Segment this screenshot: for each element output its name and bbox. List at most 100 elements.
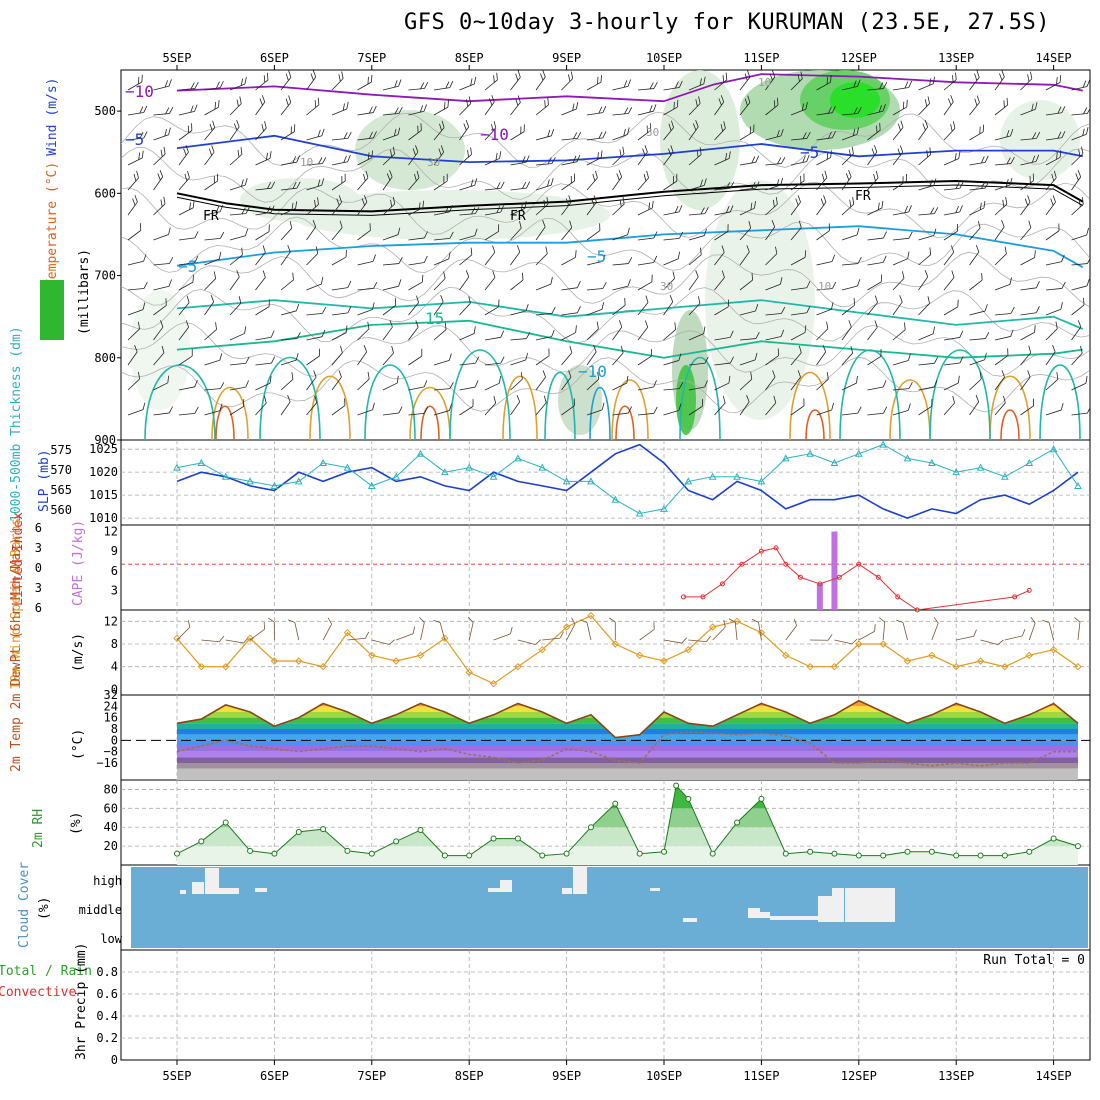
wind-barb-flag	[746, 245, 750, 253]
wind-speed-point	[928, 651, 936, 660]
date-label-bottom: 13SEP	[938, 1069, 974, 1083]
thickness-point	[173, 463, 181, 471]
wind-barb-shaft	[331, 332, 347, 341]
rh-point	[953, 852, 960, 859]
wind-barb-flag	[577, 131, 582, 139]
wind-barb-flag	[236, 99, 239, 107]
wind-barb-flag	[243, 399, 245, 407]
wind-barb-flag	[596, 321, 599, 329]
wind-barb	[153, 127, 171, 141]
wind-barb	[1071, 227, 1089, 241]
wind-barb	[306, 157, 327, 166]
wind-barb	[561, 345, 573, 366]
barb-shaft	[882, 622, 886, 641]
wind-barb-shaft	[663, 127, 674, 141]
wind-barb-shaft	[229, 126, 240, 141]
wind-barb	[178, 145, 189, 166]
series-slp	[176, 443, 1079, 519]
wind-barb	[688, 96, 701, 116]
wind-barb-shaft	[994, 376, 1005, 391]
rh-shade	[130, 290, 190, 410]
wind-barb-shaft	[790, 227, 802, 241]
wind-barb	[255, 330, 275, 341]
wind-barb-shaft	[943, 211, 960, 216]
wind-barb-flag	[1003, 100, 1005, 108]
wind-barb	[663, 403, 682, 416]
wind-barb-shaft	[994, 402, 1006, 416]
wind-barb	[765, 197, 778, 216]
wind-barb-shaft	[408, 281, 423, 291]
wind-barb-shaft	[841, 113, 858, 116]
wind-barb	[561, 370, 572, 391]
wind-barb-flag	[466, 99, 469, 107]
wind-barb-flag	[493, 396, 497, 404]
wind-barb	[229, 120, 240, 141]
wind-barb-shaft	[459, 303, 471, 316]
wind-barb-shaft	[867, 151, 878, 166]
wind-barb	[637, 170, 649, 191]
wind-barb-shaft	[255, 362, 272, 366]
wind-barb	[1071, 197, 1084, 216]
wind-barb-flag	[240, 78, 244, 86]
wind-barb-shaft	[918, 235, 934, 241]
wind-barb-flag	[372, 302, 375, 310]
wind-barb-flag	[241, 247, 243, 255]
wind-barb	[969, 220, 981, 241]
wind-barb-flag	[270, 205, 275, 213]
wind-barb-flag	[189, 202, 191, 210]
rh-point	[441, 852, 448, 859]
date-label-top: 11SEP	[743, 51, 779, 65]
wind-barb-flag	[266, 72, 269, 81]
wind-barb-flag	[545, 246, 548, 254]
wind-barb	[816, 75, 832, 91]
wind-barb	[357, 105, 377, 116]
wind-barb	[459, 178, 478, 191]
wind-barb-flag	[500, 205, 504, 213]
wind-barb-flag	[134, 345, 138, 353]
wind-barb-flag	[802, 155, 806, 163]
wind-barb-flag	[830, 150, 832, 158]
wind-barb	[357, 74, 373, 91]
wind-barb-flag	[215, 322, 217, 330]
wind-barb-flag	[343, 132, 348, 139]
barb-flag	[1074, 617, 1081, 623]
wind-barb-flag	[347, 131, 352, 139]
wind-barb-shaft	[535, 163, 552, 166]
wind-barb-flag	[1052, 345, 1056, 353]
wind-barb-flag	[342, 103, 345, 111]
wind-barb-shaft	[127, 177, 139, 191]
barb-flag	[1022, 628, 1026, 637]
wind-speed-point	[855, 640, 863, 648]
wind-barb-shaft	[306, 135, 323, 141]
wind-barb	[484, 205, 504, 216]
wind-barb	[484, 224, 500, 241]
wind-barb-shaft	[841, 263, 858, 266]
wind-barb-flag	[649, 123, 652, 131]
wind-barb-flag	[475, 207, 480, 214]
wind-barb-shaft	[357, 177, 369, 191]
wind-barb	[688, 326, 706, 341]
wind-barb-flag	[852, 196, 855, 205]
wind-barb-shaft	[484, 79, 498, 91]
wind-barb	[255, 396, 267, 416]
chart-title: GFS 0~10day 3-hourly for KURUMAN (23.5E,…	[404, 10, 1051, 35]
li-point	[836, 574, 842, 580]
wind-barb-flag	[749, 126, 751, 134]
wind-barb-flag	[931, 398, 933, 407]
wind-barb	[306, 178, 325, 191]
wind-barb-shaft	[153, 203, 166, 216]
wind-barb-flag	[1083, 107, 1088, 115]
contour-label: −5	[178, 257, 197, 276]
wind-barb-shaft	[765, 402, 777, 416]
wind-barb	[561, 250, 577, 266]
wind-barb-flag	[979, 371, 982, 380]
wind-barb-shaft	[918, 405, 933, 416]
wind-barb-flag	[369, 131, 373, 139]
wind-barb-flag	[957, 299, 959, 307]
wind-barb-flag	[699, 147, 702, 155]
wind-barb-shaft	[331, 78, 344, 91]
thickness-ylabel: 1000-500mb Thickness (dm)	[9, 326, 24, 522]
wind-barb-flag	[139, 223, 142, 231]
wind-barb-shaft	[816, 351, 827, 366]
wind-barb-flag	[624, 107, 629, 115]
